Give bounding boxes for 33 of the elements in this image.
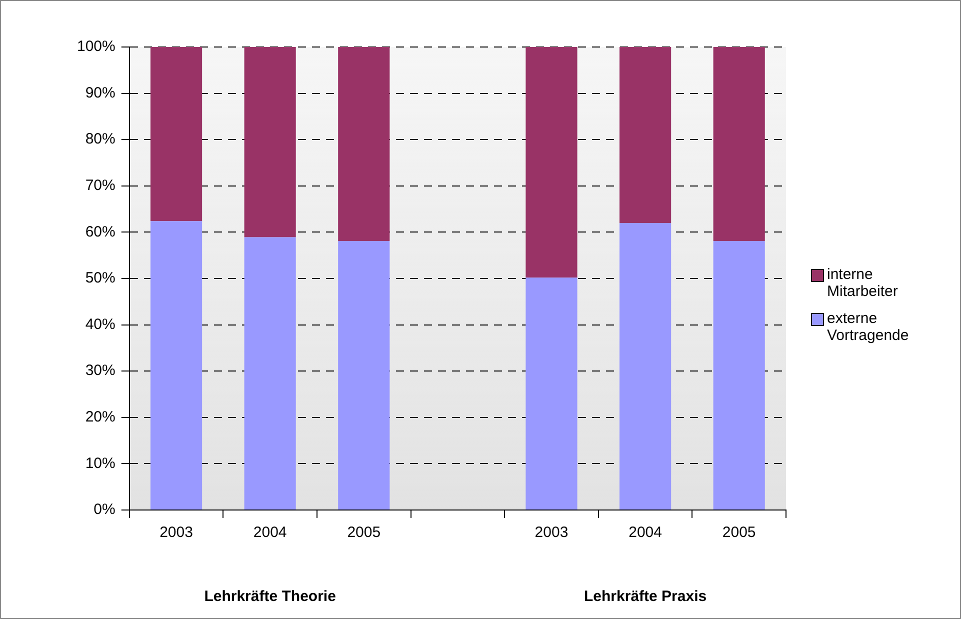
bar: [526, 278, 578, 510]
y-tick-label: 10%: [85, 454, 116, 472]
bar: [338, 47, 390, 241]
y-tick-label: 0%: [94, 501, 116, 518]
bar: [619, 47, 672, 223]
bar: [244, 237, 296, 510]
bar: [619, 222, 672, 510]
y-tick-label: 70%: [85, 177, 116, 194]
y-tick-label: 80%: [85, 130, 116, 148]
bar: [150, 47, 202, 222]
y-tick-label: 40%: [85, 316, 116, 333]
y-tick-label: 100%: [76, 38, 116, 56]
text: externe Vortragende: [827, 310, 910, 344]
bar: [713, 47, 765, 241]
y-tick-label: 30%: [85, 362, 116, 380]
x-tick-label: 2003: [534, 524, 568, 542]
y-tick-label: 20%: [85, 408, 116, 426]
bar: [526, 47, 578, 278]
text: Lehrkräfte Theorie: [204, 588, 336, 606]
text: Lehrkräfte Praxis: [584, 588, 707, 606]
y-tick-label: 60%: [85, 223, 116, 240]
bar: [150, 221, 202, 510]
bar: [338, 240, 390, 510]
x-tick-label: 2004: [253, 524, 287, 542]
x-tick-label: 2005: [722, 524, 756, 542]
bar: [713, 240, 765, 510]
x-tick-label: 2003: [160, 524, 193, 542]
legend-label: interne Mitarbeiter: [827, 266, 899, 300]
bar: [244, 47, 296, 238]
y-tick-label: 50%: [85, 270, 116, 287]
x-tick-label: 2005: [347, 524, 381, 542]
x-tick-label: 2004: [628, 524, 662, 542]
y-tick-label: 90%: [85, 84, 116, 102]
